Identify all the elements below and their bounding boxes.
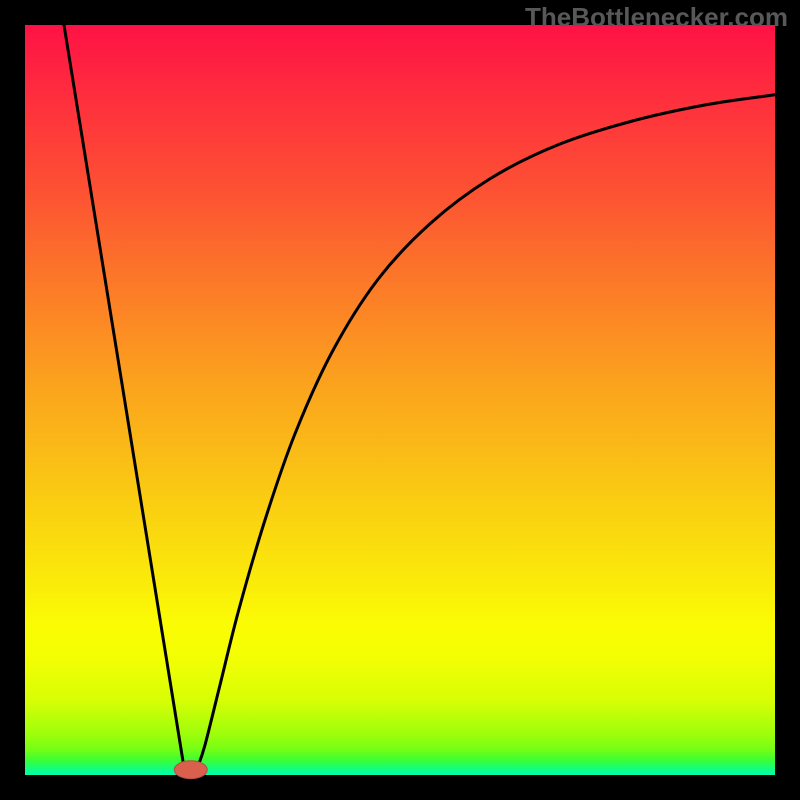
gradient-background — [25, 25, 775, 775]
image-frame: TheBottlenecker.com — [0, 0, 800, 800]
vertex-marker — [174, 761, 207, 779]
bottleneck-chart — [0, 0, 800, 800]
watermark-text: TheBottlenecker.com — [525, 2, 788, 33]
